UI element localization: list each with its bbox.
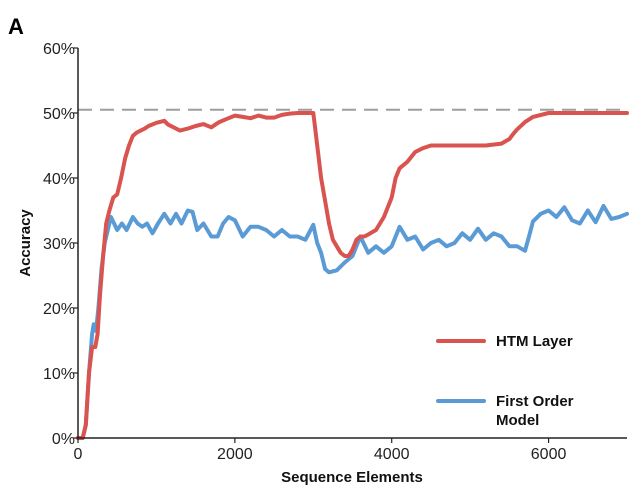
y-tick-label: 0% [52,431,75,448]
y-tick-label: 20% [43,301,75,318]
series-line-htm-layer [76,111,629,440]
y-tick-label: 40% [43,171,75,188]
legend-label-first-order-model: First Order Model [496,393,574,429]
y-tick-label: 60% [43,41,75,58]
series-layer [76,111,629,440]
x-tick-label: 6000 [531,446,567,463]
x-tick-label: 2000 [217,446,253,463]
x-tick-label: 0 [74,446,83,463]
x-axis-label: Sequence Elements [281,469,423,486]
x-tick-label: 4000 [374,446,410,463]
panel-label: A [8,14,24,39]
y-tick-label: 30% [43,236,75,253]
y-axis-label: Accuracy [17,209,34,277]
y-axis-ticks: 0% 10% 20% 30% 40% 50% 60% [43,41,78,448]
y-tick-label: 10% [43,366,75,383]
legend: HTM Layer First Order Model [436,333,574,429]
legend-label-htm-layer: HTM Layer [496,333,573,350]
y-tick-label: 50% [43,106,75,123]
series-line-first-order-model [76,203,629,440]
x-axis-ticks: 0 2000 4000 6000 [74,438,567,463]
